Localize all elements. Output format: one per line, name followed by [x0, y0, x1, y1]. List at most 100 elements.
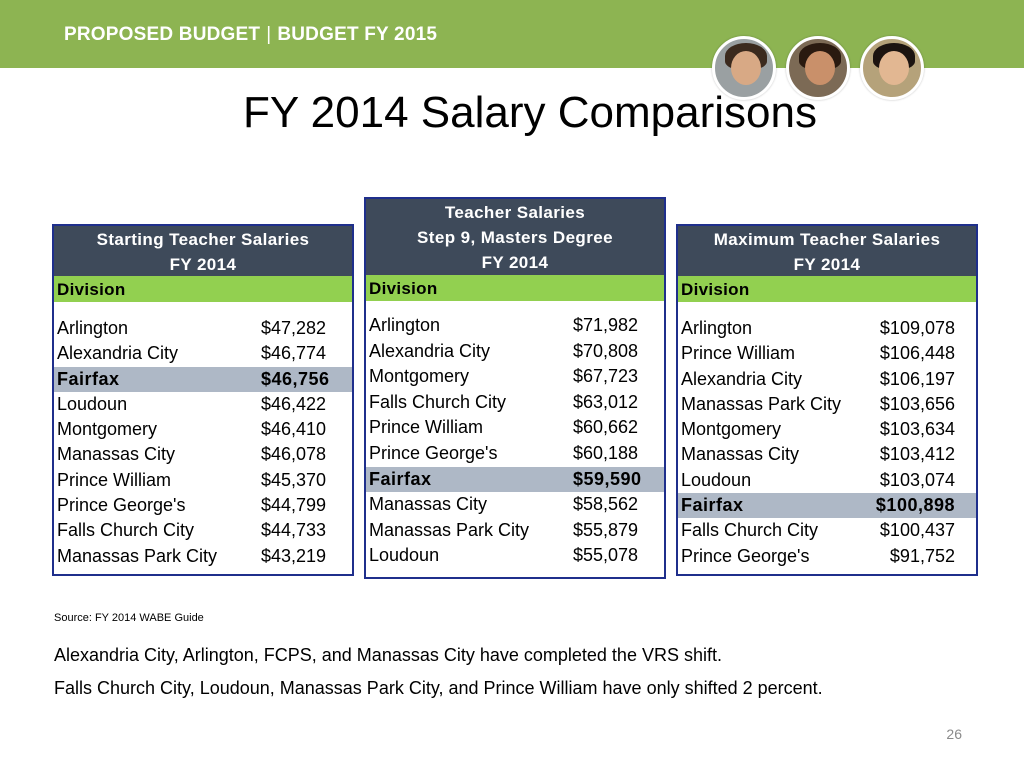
step9-masters-panel: Teacher Salaries Step 9, Masters Degree … [364, 197, 666, 579]
division-name: Fairfax [681, 495, 744, 516]
salary-value: $58,562 [573, 494, 639, 515]
division-name: Arlington [369, 315, 441, 335]
table-row: Montgomery $67,723 [366, 364, 664, 390]
table-row: Falls Church City $63,012 [366, 390, 664, 416]
table-row: Alexandria City $106,197 [678, 367, 976, 392]
salary-value: $55,879 [573, 519, 639, 540]
division-header: Division [366, 275, 664, 301]
salary-value: $63,012 [573, 391, 639, 412]
panel-header: Starting Teacher Salaries FY 2014 [54, 226, 352, 276]
salary-value: $47,282 [261, 318, 327, 338]
division-name: Alexandria City [57, 343, 179, 364]
division-name: Prince George's [57, 495, 186, 516]
salary-value: $103,074 [879, 469, 955, 490]
panel-title-line: FY 2014 [169, 255, 237, 274]
table-row: Manassas Park City $55,879 [366, 518, 664, 544]
vrs-note-partial: Falls Church City, Loudoun, Manassas Par… [54, 678, 823, 698]
table-row: Arlington $71,982 [366, 313, 664, 339]
division-name: Manassas City [57, 444, 176, 465]
salary-rows: Arlington $71,982 Alexandria City $70,808 Mo… [366, 301, 664, 569]
maximum-salaries-panel: Maximum Teacher Salaries FY 2014 Divisio… [676, 224, 978, 576]
division-name: Manassas Park City [681, 393, 842, 414]
table-row: Prince George's $44,799 [54, 493, 352, 518]
division-name: Falls Church City [369, 391, 507, 412]
salary-value: $103,656 [879, 393, 955, 414]
table-row: Arlington $109,078 [678, 316, 976, 341]
division-name: Alexandria City [369, 340, 491, 361]
division-name: Alexandria City [681, 368, 803, 389]
division-name: Manassas Park City [369, 519, 530, 540]
division-name: Loudoun [369, 545, 440, 566]
table-row: Falls Church City $44,733 [54, 518, 352, 543]
division-name: Prince William [369, 417, 484, 438]
header-left: PROPOSED BUDGET [64, 24, 261, 45]
table-row: Fairfax $100,898 [678, 493, 976, 519]
table-row: Manassas City $103,412 [678, 442, 976, 467]
division-name: Prince George's [369, 442, 498, 463]
panel-title-line: FY 2014 [481, 253, 549, 272]
table-row: Prince William $106,448 [678, 341, 976, 366]
salary-value: $71,982 [573, 315, 639, 335]
division-name: Prince George's [681, 545, 810, 566]
page-number: 26 [946, 726, 962, 742]
salary-value: $60,188 [573, 442, 639, 463]
page-title: FY 2014 Salary Comparisons [243, 88, 817, 137]
table-row: Arlington $47,282 [54, 316, 352, 341]
division-name: Falls Church City [681, 520, 819, 541]
table-row: Manassas City $58,562 [366, 492, 664, 518]
salary-value: $67,723 [573, 366, 639, 387]
division-header: Division [54, 276, 352, 302]
division-name: Prince William [681, 343, 796, 364]
division-name: Loudoun [681, 469, 752, 490]
division-name: Fairfax [369, 468, 432, 489]
salary-value: $100,898 [875, 495, 955, 516]
salary-value: $43,219 [261, 545, 327, 566]
salary-value: $45,370 [261, 469, 327, 490]
panel-title-line: FY 2014 [793, 255, 861, 274]
table-row: Manassas Park City $43,219 [54, 544, 352, 569]
salary-value: $44,799 [261, 495, 327, 516]
division-name: Falls Church City [57, 520, 195, 541]
student-photo-2 [786, 36, 850, 100]
division-name: Prince William [57, 469, 172, 490]
salary-value: $55,078 [573, 545, 639, 566]
salary-value: $60,662 [573, 417, 639, 438]
table-row: Loudoun $55,078 [366, 543, 664, 569]
salary-value: $91,752 [889, 545, 955, 566]
table-row: Manassas City $46,078 [54, 442, 352, 467]
table-row: Falls Church City $100,437 [678, 518, 976, 543]
table-row: Loudoun $103,074 [678, 468, 976, 493]
salary-value: $46,410 [261, 419, 327, 440]
salary-value: $109,078 [879, 318, 955, 338]
salary-value: $44,733 [261, 520, 327, 541]
source-note: Source: FY 2014 WABE Guide [54, 612, 204, 624]
student-photo-3 [860, 36, 924, 100]
table-row: Fairfax $46,756 [54, 366, 352, 392]
salary-rows: Arlington $109,078 Prince William $106,448 A… [678, 302, 976, 569]
salary-value: $46,422 [261, 393, 327, 414]
salary-value: $103,634 [879, 419, 955, 440]
table-row: Alexandria City $46,774 [54, 341, 352, 366]
table-row: Montgomery $103,634 [678, 417, 976, 442]
table-row: Prince George's $60,188 [366, 441, 664, 467]
panel-title-line: Starting Teacher Salaries [96, 230, 310, 249]
salary-value: $100,437 [879, 520, 955, 541]
division-name: Manassas City [369, 494, 488, 515]
panel-title-line: Maximum Teacher Salaries [713, 230, 941, 249]
table-row: Loudoun $46,422 [54, 392, 352, 417]
panel-header: Teacher Salaries Step 9, Masters Degree … [366, 199, 664, 275]
division-name: Montgomery [369, 366, 470, 387]
salary-value: $106,197 [879, 368, 955, 389]
panel-title-line: Teacher Salaries [444, 203, 586, 222]
salary-rows: Arlington $47,282 Alexandria City $46,774 Fa… [54, 302, 352, 569]
division-name: Manassas Park City [57, 545, 218, 566]
vrs-note-completed: Alexandria City, Arlington, FCPS, and Ma… [54, 645, 722, 665]
table-row: Prince George's $91,752 [678, 544, 976, 569]
division-name: Arlington [57, 318, 129, 338]
salary-value: $59,590 [573, 468, 642, 489]
starting-salaries-panel: Starting Teacher Salaries FY 2014 Divisi… [52, 224, 354, 576]
header-banner: PROPOSED BUDGET | BUDGET FY 2015 [0, 0, 1024, 68]
salary-value: $106,448 [879, 343, 955, 364]
table-row: Fairfax $59,590 [366, 466, 664, 493]
table-row: Alexandria City $70,808 [366, 339, 664, 365]
